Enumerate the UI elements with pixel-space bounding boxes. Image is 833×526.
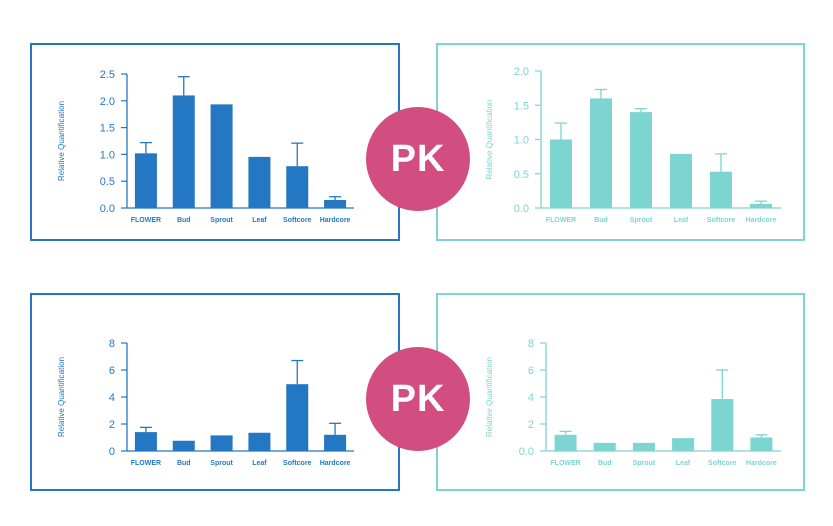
y-tick-label: 2.5 <box>100 69 115 81</box>
y-tick-label: 2.0 <box>514 66 529 78</box>
y-tick-label: 2 <box>528 419 534 431</box>
x-tick-label: Sprout <box>633 460 656 467</box>
y-tick-label: 1.5 <box>514 100 529 112</box>
x-tick-label: Leaf <box>252 217 267 224</box>
y-tick-label: 0.0 <box>514 203 529 215</box>
bar-chart: 0 2 4 6 8 Relative Quantification FLOWER Bud Spr… <box>57 338 354 467</box>
y-tick-label: 4 <box>528 392 534 404</box>
bar <box>172 441 195 451</box>
bar <box>134 432 157 451</box>
bar <box>750 437 773 451</box>
x-tick-label: Softcore <box>283 460 312 467</box>
x-tick-label: Hardcore <box>320 217 351 224</box>
y-tick-label: 1.5 <box>100 123 115 135</box>
bar <box>593 443 616 451</box>
chart-panel-top-right: 0.0 0.5 1.0 1.5 2.0 Relative Quantification FL… <box>436 43 805 241</box>
y-axis-label: Relative Quantification <box>57 357 66 437</box>
y-tick-label: 6 <box>109 365 115 377</box>
x-tick-label: Hardcore <box>320 460 351 467</box>
bar <box>286 166 309 208</box>
x-tick-label: Sprout <box>630 217 653 224</box>
x-tick-label: FLOWER <box>131 217 161 224</box>
bar-chart: 0.0 0.5 1.0 1.5 2.0 Relative Quantification FL… <box>485 66 781 224</box>
x-tick-label: Leaf <box>674 217 689 224</box>
bar <box>550 139 572 208</box>
x-tick-label: Sprout <box>210 217 233 224</box>
y-tick-label: 2.0 <box>100 96 115 108</box>
x-tick-label: Leaf <box>676 460 691 467</box>
bar <box>324 434 347 451</box>
x-tick-label: FLOWER <box>131 460 161 467</box>
y-tick-label: 0.5 <box>514 169 529 181</box>
y-tick-label: 0.0 <box>519 446 534 458</box>
y-tick-label: 6 <box>528 365 534 377</box>
bar <box>210 105 233 208</box>
y-axis-label: Relative Quantification <box>485 357 494 437</box>
bar <box>670 154 692 208</box>
y-tick-label: 8 <box>528 338 534 350</box>
y-tick-label: 8 <box>109 338 115 350</box>
x-tick-label: Softcore <box>707 217 736 224</box>
bar <box>134 153 157 208</box>
x-tick-label: Bud <box>594 217 608 224</box>
x-tick-label: Hardcore <box>746 217 777 224</box>
bar <box>248 157 271 208</box>
y-tick-label: 4 <box>109 392 115 404</box>
bar <box>750 203 772 208</box>
bar <box>248 433 271 451</box>
x-tick-label: Softcore <box>283 217 312 224</box>
y-axis-label: Relative Quantification <box>485 99 494 179</box>
bar <box>672 438 695 451</box>
bar-chart: 0.0 0.5 1.0 1.5 2.0 2.5 Relative Quantificatio… <box>57 69 354 224</box>
x-tick-label: Bud <box>177 460 191 467</box>
bar <box>711 399 734 451</box>
bar-chart: 0.0 2 4 6 8 Relative Quantification FLOWER Bud S… <box>485 338 781 467</box>
y-tick-label: 1.0 <box>514 135 529 147</box>
y-axis-label: Relative Quantification <box>57 101 66 181</box>
y-tick-label: 0.5 <box>100 176 115 188</box>
chart-panel-top-left: 0.0 0.5 1.0 1.5 2.0 2.5 Relative Quantificatio… <box>30 43 400 241</box>
x-tick-label: Bud <box>177 217 191 224</box>
bar <box>630 112 652 208</box>
y-tick-label: 0 <box>109 446 115 458</box>
bar <box>286 384 309 451</box>
x-tick-label: Softcore <box>708 460 737 467</box>
bar <box>632 443 655 451</box>
chart-panel-bottom-left: 0 2 4 6 8 Relative Quantification FLOWER Bud Spr… <box>30 293 400 491</box>
y-tick-label: 2 <box>109 419 115 431</box>
bar <box>710 171 732 208</box>
pk-badge-bottom: PK <box>366 347 470 451</box>
x-tick-label: Bud <box>598 460 612 467</box>
x-tick-label: FLOWER <box>550 460 580 467</box>
chart-panel-bottom-right: 0.0 2 4 6 8 Relative Quantification FLOWER Bud S… <box>436 293 805 491</box>
bar <box>554 434 577 451</box>
x-tick-label: FLOWER <box>546 217 576 224</box>
bar <box>590 98 612 208</box>
x-tick-label: Sprout <box>210 460 233 467</box>
x-tick-label: Leaf <box>252 460 267 467</box>
bar <box>210 436 233 451</box>
bar <box>324 199 347 208</box>
y-tick-label: 0.0 <box>100 203 115 215</box>
bar <box>172 95 195 208</box>
pk-badge-top: PK <box>366 107 470 211</box>
x-tick-label: Hardcore <box>746 460 777 467</box>
y-tick-label: 1.0 <box>100 149 115 161</box>
